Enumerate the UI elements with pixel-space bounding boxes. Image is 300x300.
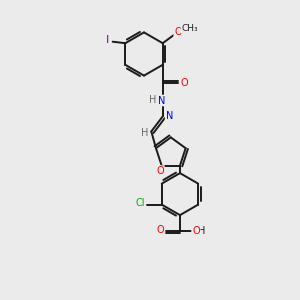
Text: O: O <box>181 78 188 88</box>
Text: O: O <box>174 27 182 37</box>
Text: CH₃: CH₃ <box>182 24 198 33</box>
Text: Cl: Cl <box>135 198 145 208</box>
Text: H: H <box>141 128 148 138</box>
Text: O: O <box>157 225 164 235</box>
Text: I: I <box>106 35 109 45</box>
Text: N: N <box>158 95 166 106</box>
Text: H: H <box>198 226 205 236</box>
Text: N: N <box>166 111 173 122</box>
Text: H: H <box>149 95 157 105</box>
Text: O: O <box>192 226 200 236</box>
Text: O: O <box>156 166 164 176</box>
